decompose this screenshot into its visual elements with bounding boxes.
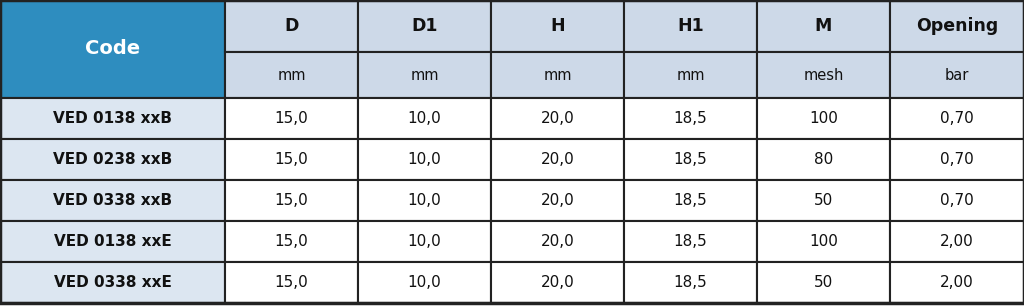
Text: VED 0138 xxB: VED 0138 xxB — [53, 111, 172, 126]
Bar — [358, 221, 490, 262]
Bar — [624, 52, 757, 98]
Text: 100: 100 — [809, 234, 838, 249]
Bar — [225, 180, 358, 221]
Text: mm: mm — [411, 68, 438, 83]
Text: 15,0: 15,0 — [274, 275, 308, 290]
Bar — [757, 98, 890, 139]
Text: 2,00: 2,00 — [940, 275, 974, 290]
Text: 10,0: 10,0 — [408, 152, 441, 167]
Bar — [358, 0, 490, 52]
Text: H: H — [550, 17, 565, 35]
Text: Opening: Opening — [915, 17, 998, 35]
Bar — [624, 221, 757, 262]
Text: 18,5: 18,5 — [674, 152, 708, 167]
Bar — [624, 262, 757, 303]
Text: Code: Code — [85, 40, 140, 59]
Bar — [0, 180, 225, 221]
Bar — [757, 262, 890, 303]
Text: 100: 100 — [809, 111, 838, 126]
Text: D1: D1 — [412, 17, 437, 35]
Text: VED 0138 xxE: VED 0138 xxE — [53, 234, 171, 249]
Bar — [225, 262, 358, 303]
Bar — [890, 0, 1024, 52]
Text: 20,0: 20,0 — [541, 111, 574, 126]
Text: 50: 50 — [814, 193, 834, 208]
Bar — [624, 98, 757, 139]
Text: 10,0: 10,0 — [408, 234, 441, 249]
Bar — [490, 98, 624, 139]
Bar — [624, 139, 757, 180]
Bar — [225, 221, 358, 262]
Bar — [358, 139, 490, 180]
Bar — [358, 262, 490, 303]
Text: 20,0: 20,0 — [541, 234, 574, 249]
Text: 10,0: 10,0 — [408, 111, 441, 126]
Bar — [225, 98, 358, 139]
Bar — [624, 180, 757, 221]
Bar — [0, 262, 225, 303]
Text: bar: bar — [945, 68, 969, 83]
Bar — [890, 180, 1024, 221]
Bar — [890, 262, 1024, 303]
Text: 80: 80 — [814, 152, 834, 167]
Bar — [0, 0, 225, 98]
Text: 2,00: 2,00 — [940, 234, 974, 249]
Bar — [0, 139, 225, 180]
Bar — [757, 52, 890, 98]
Text: M: M — [815, 17, 833, 35]
Text: 18,5: 18,5 — [674, 111, 708, 126]
Text: 15,0: 15,0 — [274, 193, 308, 208]
Text: mm: mm — [278, 68, 306, 83]
Text: 18,5: 18,5 — [674, 193, 708, 208]
Text: 10,0: 10,0 — [408, 275, 441, 290]
Text: 10,0: 10,0 — [408, 193, 441, 208]
Text: 0,70: 0,70 — [940, 152, 974, 167]
Bar — [490, 139, 624, 180]
Bar — [757, 0, 890, 52]
Text: VED 0238 xxB: VED 0238 xxB — [53, 152, 172, 167]
Bar — [890, 52, 1024, 98]
Bar — [757, 180, 890, 221]
Text: 20,0: 20,0 — [541, 193, 574, 208]
Bar — [358, 180, 490, 221]
Text: 18,5: 18,5 — [674, 234, 708, 249]
Bar — [225, 139, 358, 180]
Bar — [490, 52, 624, 98]
Bar — [0, 98, 225, 139]
Bar — [890, 139, 1024, 180]
Text: 20,0: 20,0 — [541, 275, 574, 290]
Bar — [757, 139, 890, 180]
Text: VED 0338 xxB: VED 0338 xxB — [53, 193, 172, 208]
Text: 50: 50 — [814, 275, 834, 290]
Text: mm: mm — [676, 68, 705, 83]
Text: mm: mm — [544, 68, 571, 83]
Text: 15,0: 15,0 — [274, 234, 308, 249]
Bar — [890, 221, 1024, 262]
Bar — [624, 0, 757, 52]
Bar — [358, 98, 490, 139]
Text: 20,0: 20,0 — [541, 152, 574, 167]
Bar — [890, 98, 1024, 139]
Bar — [358, 52, 490, 98]
Text: 18,5: 18,5 — [674, 275, 708, 290]
Bar — [225, 0, 358, 52]
Bar — [0, 221, 225, 262]
Bar — [490, 262, 624, 303]
Text: 15,0: 15,0 — [274, 152, 308, 167]
Text: H1: H1 — [677, 17, 703, 35]
Text: D: D — [285, 17, 299, 35]
Text: 0,70: 0,70 — [940, 111, 974, 126]
Bar — [490, 221, 624, 262]
Bar — [490, 0, 624, 52]
Bar — [757, 221, 890, 262]
Text: mesh: mesh — [803, 68, 844, 83]
Bar — [225, 52, 358, 98]
Text: 15,0: 15,0 — [274, 111, 308, 126]
Text: 0,70: 0,70 — [940, 193, 974, 208]
Text: VED 0338 xxE: VED 0338 xxE — [53, 275, 171, 290]
Bar — [490, 180, 624, 221]
